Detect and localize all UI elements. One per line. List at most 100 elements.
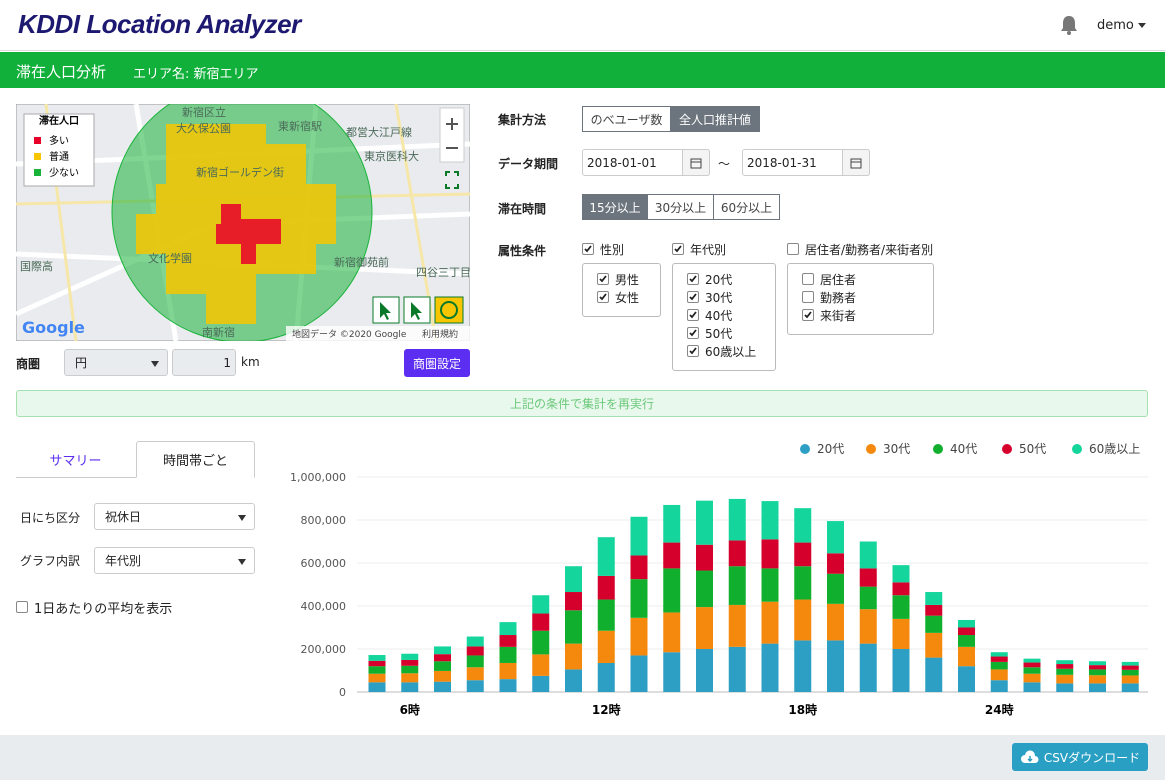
bar-segment [761, 601, 779, 644]
attribute-item[interactable]: 男性 [597, 270, 660, 288]
bar-segment [1056, 660, 1074, 665]
checkbox[interactable] [597, 273, 609, 285]
calendar-button[interactable] [682, 149, 710, 176]
tab[interactable]: サマリー [49, 454, 102, 469]
map-place: 南新宿 [202, 325, 235, 339]
calendar-shape [690, 158, 702, 168]
bar-segment [1121, 669, 1139, 676]
checkbox[interactable] [672, 243, 684, 255]
average-label: 1日あたりの平均を表示 [34, 601, 173, 617]
logo[interactable]: KDDI Location Analyzer [18, 9, 301, 39]
checkbox[interactable] [787, 243, 799, 255]
option-button[interactable]: 30分以上 [647, 194, 714, 220]
checkbox[interactable] [802, 291, 814, 303]
bar-segment [532, 613, 550, 631]
bar-segment [1023, 662, 1041, 668]
calendar-button[interactable] [842, 149, 870, 176]
day-type-select[interactable]: 祝休日 [94, 503, 255, 530]
checkbox[interactable] [802, 309, 814, 321]
option-button[interactable]: 15分以上 [582, 194, 648, 220]
bar-segment [990, 669, 1008, 681]
bar-segment [859, 609, 877, 644]
attribute-item-label: 居住者 [820, 272, 857, 287]
legend-label: 20代 [817, 442, 844, 456]
breakdown-select[interactable]: 年代別 [94, 547, 255, 574]
bar-segment [630, 655, 648, 692]
period-separator: ～ [718, 157, 731, 171]
map-place: 東京医科大 [364, 149, 419, 163]
attribute-item[interactable]: 居住者 [802, 270, 933, 288]
bar-segment [368, 660, 386, 667]
rerun-button[interactable]: 上記の条件で集計を再実行 [16, 390, 1148, 417]
attribute-item[interactable]: 女性 [597, 288, 660, 306]
check-path [804, 311, 812, 319]
legend-label: 普通 [49, 150, 69, 163]
shape-select[interactable]: 円 [64, 349, 168, 376]
stay-label: 滞在時間 [498, 202, 547, 216]
user-menu[interactable]: demo [1097, 18, 1146, 33]
bar-segment [794, 640, 812, 692]
checkbox[interactable] [687, 327, 699, 339]
y-tick-label: 400,000 [301, 600, 347, 613]
attribute-group-toggle[interactable]: 居住者/勤務者/来街者別 [787, 240, 933, 258]
bar-segment [499, 646, 517, 663]
checkbox[interactable] [687, 345, 699, 357]
map-copyright: 地図データ ©2020 Google [292, 328, 407, 340]
attribute-item[interactable]: 40代 [687, 306, 775, 324]
attribute-item[interactable]: 30代 [687, 288, 775, 306]
tab[interactable]: 時間帯ごと [136, 441, 255, 478]
bar-segment [827, 573, 844, 604]
radius-input[interactable]: 1 [172, 349, 236, 376]
bar-segment [401, 659, 419, 666]
bar-segment [565, 566, 582, 593]
checkbox[interactable] [582, 243, 594, 255]
legend-label: 30代 [883, 442, 910, 456]
checkbox[interactable] [16, 601, 28, 613]
attribute-group-toggle[interactable]: 性別 [582, 240, 624, 258]
map-place: 大久保公園 [176, 121, 231, 135]
option-button[interactable]: 60分以上 [713, 194, 780, 220]
attribute-group-name: 居住者/勤務者/来街者別 [805, 242, 934, 257]
attribute-item[interactable]: 50代 [687, 324, 775, 342]
legend-swatch [34, 169, 41, 176]
option-button[interactable]: のべユーザ数 [582, 106, 671, 132]
footer: CSVダウンロード [0, 735, 1165, 780]
average-option[interactable]: 1日あたりの平均を表示 [16, 598, 173, 617]
trade-area-button[interactable]: 商圏設定 [404, 349, 470, 377]
checkbox[interactable] [687, 309, 699, 321]
bar-segment [892, 565, 910, 583]
y-tick-label: 800,000 [301, 514, 347, 527]
bar-segment [663, 612, 681, 653]
checkbox[interactable] [687, 291, 699, 303]
attribute-item[interactable]: 20代 [687, 270, 775, 288]
bar-segment [696, 544, 713, 571]
map-place: 文化学園 [148, 251, 192, 265]
attribute-box: 居住者 勤務者 来街者 [787, 263, 934, 335]
bell-icon[interactable] [1060, 15, 1078, 35]
checkbox[interactable] [597, 291, 609, 303]
csv-button[interactable]: CSVダウンロード [1012, 743, 1148, 771]
bar-segment [925, 592, 943, 605]
map-terms: 利用規約 [422, 328, 458, 340]
bar-segment [1056, 674, 1074, 684]
bar-segment [663, 652, 681, 692]
attribute-item[interactable]: 来街者 [802, 306, 933, 324]
bar-segment [466, 655, 484, 668]
bar-segment [597, 599, 615, 631]
option-button[interactable]: 全人口推計値 [670, 106, 760, 132]
attribute-group-toggle[interactable]: 年代別 [672, 240, 726, 258]
checkbox[interactable] [687, 273, 699, 285]
bar-segment [925, 604, 943, 616]
checkbox[interactable] [802, 273, 814, 285]
radius-value: 1 [223, 355, 231, 370]
bar-segment [696, 570, 713, 608]
bar-segment [630, 555, 648, 580]
attribute-item[interactable]: 勤務者 [802, 288, 933, 306]
bar-segment [958, 666, 975, 692]
bar-segment [597, 537, 615, 576]
user-name[interactable]: demo [1097, 18, 1134, 33]
map-place: 国際高 [20, 259, 53, 273]
attribute-item[interactable]: 60歳以上 [687, 342, 775, 360]
google-logo: Google [22, 318, 85, 337]
